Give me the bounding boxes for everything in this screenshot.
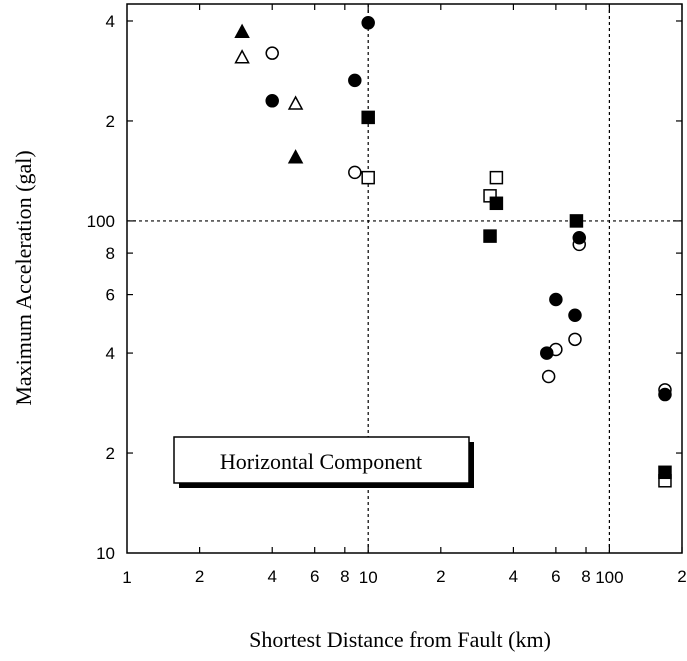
y-tick-label: 8 [106, 244, 115, 263]
x-tick-label: 2 [677, 567, 686, 586]
x-tick-label: 8 [340, 567, 349, 586]
y-tick-label: 100 [87, 212, 115, 231]
axis-ticks: 1 2 4 6 8 10 2 4 6 8 100 2 10 2 4 6 8 100 2 4 [87, 4, 687, 587]
y-tick-label: 10 [96, 544, 115, 563]
data-point-circle-open [541, 369, 556, 384]
data-point-triangle-open [287, 95, 304, 110]
data-point-triangle-filled [287, 149, 304, 164]
annotation-box: Horizontal Component [173, 436, 474, 488]
data-point-circle-open [348, 165, 362, 180]
y-tick-label: 4 [106, 344, 115, 363]
data-point-square-filled [361, 110, 375, 125]
plot-frame [126, 3, 683, 554]
x-tick-label: 100 [595, 568, 623, 587]
data-points [234, 16, 672, 488]
annotation-box-frame [173, 436, 470, 484]
data-point-triangle-filled [234, 23, 250, 38]
x-tick-label: 6 [551, 567, 560, 586]
x-tick-label: 6 [310, 567, 319, 586]
data-point-circle-filled [658, 387, 672, 402]
data-point-circle-filled [540, 346, 554, 360]
data-point-square-filled [489, 196, 504, 211]
x-axis-title: Shortest Distance from Fault (km) [249, 627, 551, 652]
x-tick-label: 2 [195, 567, 204, 586]
x-tick-label: 4 [509, 567, 518, 586]
data-point-circle-filled [549, 292, 563, 307]
data-point-square-open [361, 170, 375, 185]
y-axis-title: Maximum Acceleration (gal) [11, 150, 36, 405]
data-point-square-filled [658, 465, 672, 480]
data-point-circle-filled [265, 94, 279, 108]
data-point-square-open [489, 170, 504, 185]
data-point-circle-filled [348, 73, 362, 88]
data-point-circle-filled [361, 16, 375, 30]
y-tick-label: 4 [106, 12, 115, 31]
data-point-circle-filled [572, 230, 587, 245]
x-tick-label: 8 [581, 567, 590, 586]
annotation-text: Horizontal Component [220, 449, 422, 474]
y-tick-label: 2 [106, 444, 115, 463]
y-tick-label: 6 [106, 286, 115, 305]
data-point-triangle-open [234, 49, 250, 64]
x-tick-label: 1 [122, 568, 131, 587]
data-point-circle-open [265, 46, 279, 60]
y-tick-label: 2 [106, 112, 115, 131]
data-point-square-filled [569, 214, 584, 228]
data-point-circle-filled [568, 308, 582, 322]
x-tick-label: 2 [436, 567, 445, 586]
data-point-square-filled [483, 229, 497, 243]
x-tick-label: 4 [267, 567, 276, 586]
x-tick-label: 10 [359, 568, 378, 587]
data-point-circle-open [568, 332, 582, 347]
